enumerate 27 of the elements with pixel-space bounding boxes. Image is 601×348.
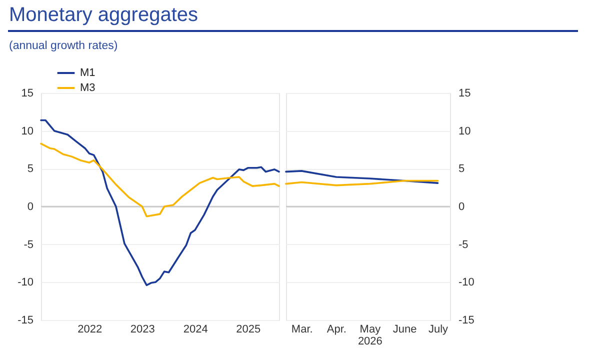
y-tick-label: -10 [458,276,474,289]
y-tick-label: -5 [458,238,468,251]
y-tick-label: 5 [27,163,34,176]
x-tick-label: May 2026 [358,324,382,348]
y-tick-label: -15 [18,314,34,326]
x-tick-label: 2025 [236,324,261,336]
y-tick-label: 0 [27,201,34,213]
legend-label: M3 [80,82,96,94]
y-tick-label: 15 [458,88,471,100]
y-tick-label: 5 [458,163,465,176]
x-tick-label: 2024 [183,324,208,336]
y-tick-label: 10 [458,125,471,138]
x-tick-label: July [428,324,449,336]
x-tick-label: 2022 [78,324,102,336]
y-tick-label: 0 [458,201,465,213]
x-tick-label: Apr. [326,324,346,336]
chart-title: Monetary aggregates [9,4,198,27]
x-tick-label: Mar. [291,324,313,336]
legend-label: M1 [80,67,96,79]
y-tick-label: 15 [21,88,34,100]
y-tick-label: -15 [458,314,474,326]
x-tick-label: 2023 [130,324,155,336]
y-tick-label: -5 [24,238,34,251]
chart-subtitle: (annual growth rates) [9,40,118,52]
x-tick-label: June [392,324,417,336]
y-tick-label: -10 [18,276,34,289]
y-tick-label: 10 [21,125,34,138]
